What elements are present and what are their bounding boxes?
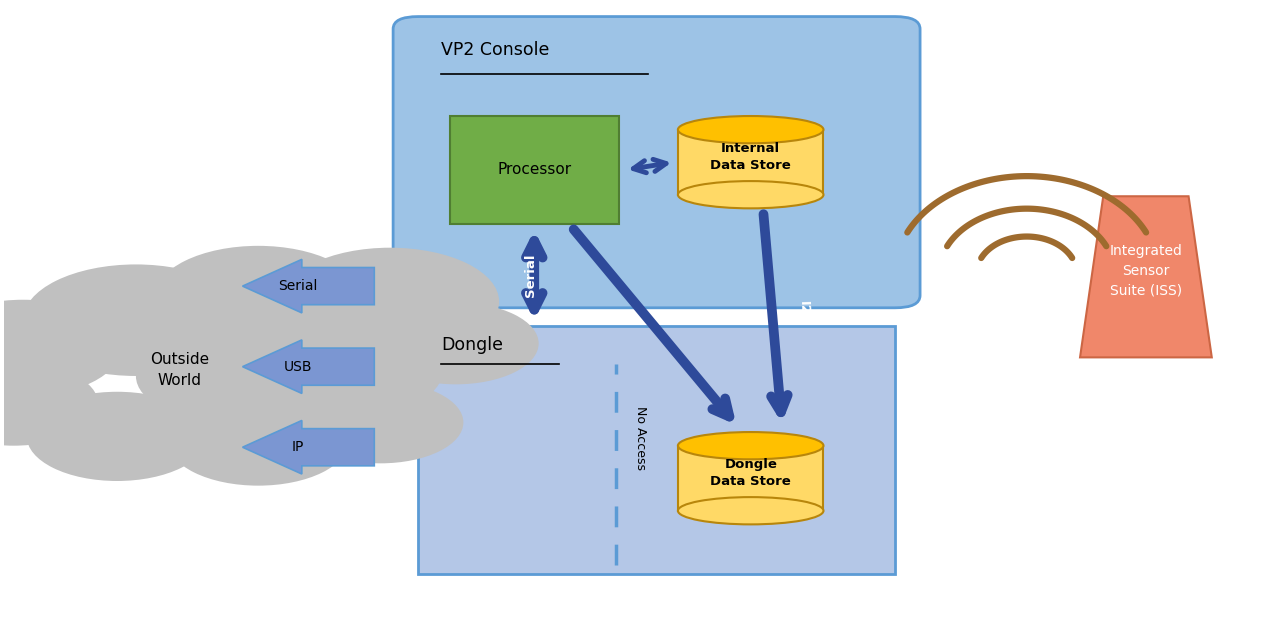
Circle shape [280, 247, 499, 355]
Polygon shape [678, 446, 823, 511]
Circle shape [160, 355, 318, 433]
Circle shape [261, 327, 442, 416]
FancyBboxPatch shape [393, 16, 919, 308]
FancyBboxPatch shape [418, 327, 895, 574]
Ellipse shape [678, 116, 823, 143]
Circle shape [0, 300, 121, 396]
Circle shape [23, 264, 249, 376]
Text: USB: USB [284, 360, 312, 374]
Circle shape [0, 362, 99, 446]
Circle shape [298, 382, 464, 463]
Circle shape [27, 392, 207, 481]
Text: Serial: Serial [278, 279, 317, 293]
Ellipse shape [678, 497, 823, 524]
Text: No Access: No Access [634, 406, 647, 470]
Text: Processor: Processor [498, 163, 571, 178]
Polygon shape [242, 259, 374, 313]
FancyBboxPatch shape [450, 116, 619, 224]
Polygon shape [242, 340, 374, 393]
Text: Dongle
Data Store: Dongle Data Store [710, 458, 791, 488]
Text: I2C: I2C [797, 300, 811, 325]
Circle shape [168, 396, 349, 485]
Text: Internal
Data Store: Internal Data Store [710, 142, 791, 172]
Polygon shape [242, 421, 374, 474]
Text: Integrated
Sensor
Suite (ISS): Integrated Sensor Suite (ISS) [1109, 244, 1182, 297]
Text: Outside
World: Outside World [150, 352, 210, 387]
Polygon shape [1080, 197, 1211, 357]
Text: Serial: Serial [524, 254, 537, 297]
Text: IP: IP [292, 440, 304, 454]
Circle shape [373, 303, 538, 384]
Text: VP2 Console: VP2 Console [441, 41, 549, 60]
Ellipse shape [678, 432, 823, 459]
Polygon shape [678, 129, 823, 195]
Circle shape [136, 330, 325, 423]
Text: Dongle: Dongle [441, 336, 503, 354]
Circle shape [155, 246, 361, 348]
Ellipse shape [678, 181, 823, 208]
